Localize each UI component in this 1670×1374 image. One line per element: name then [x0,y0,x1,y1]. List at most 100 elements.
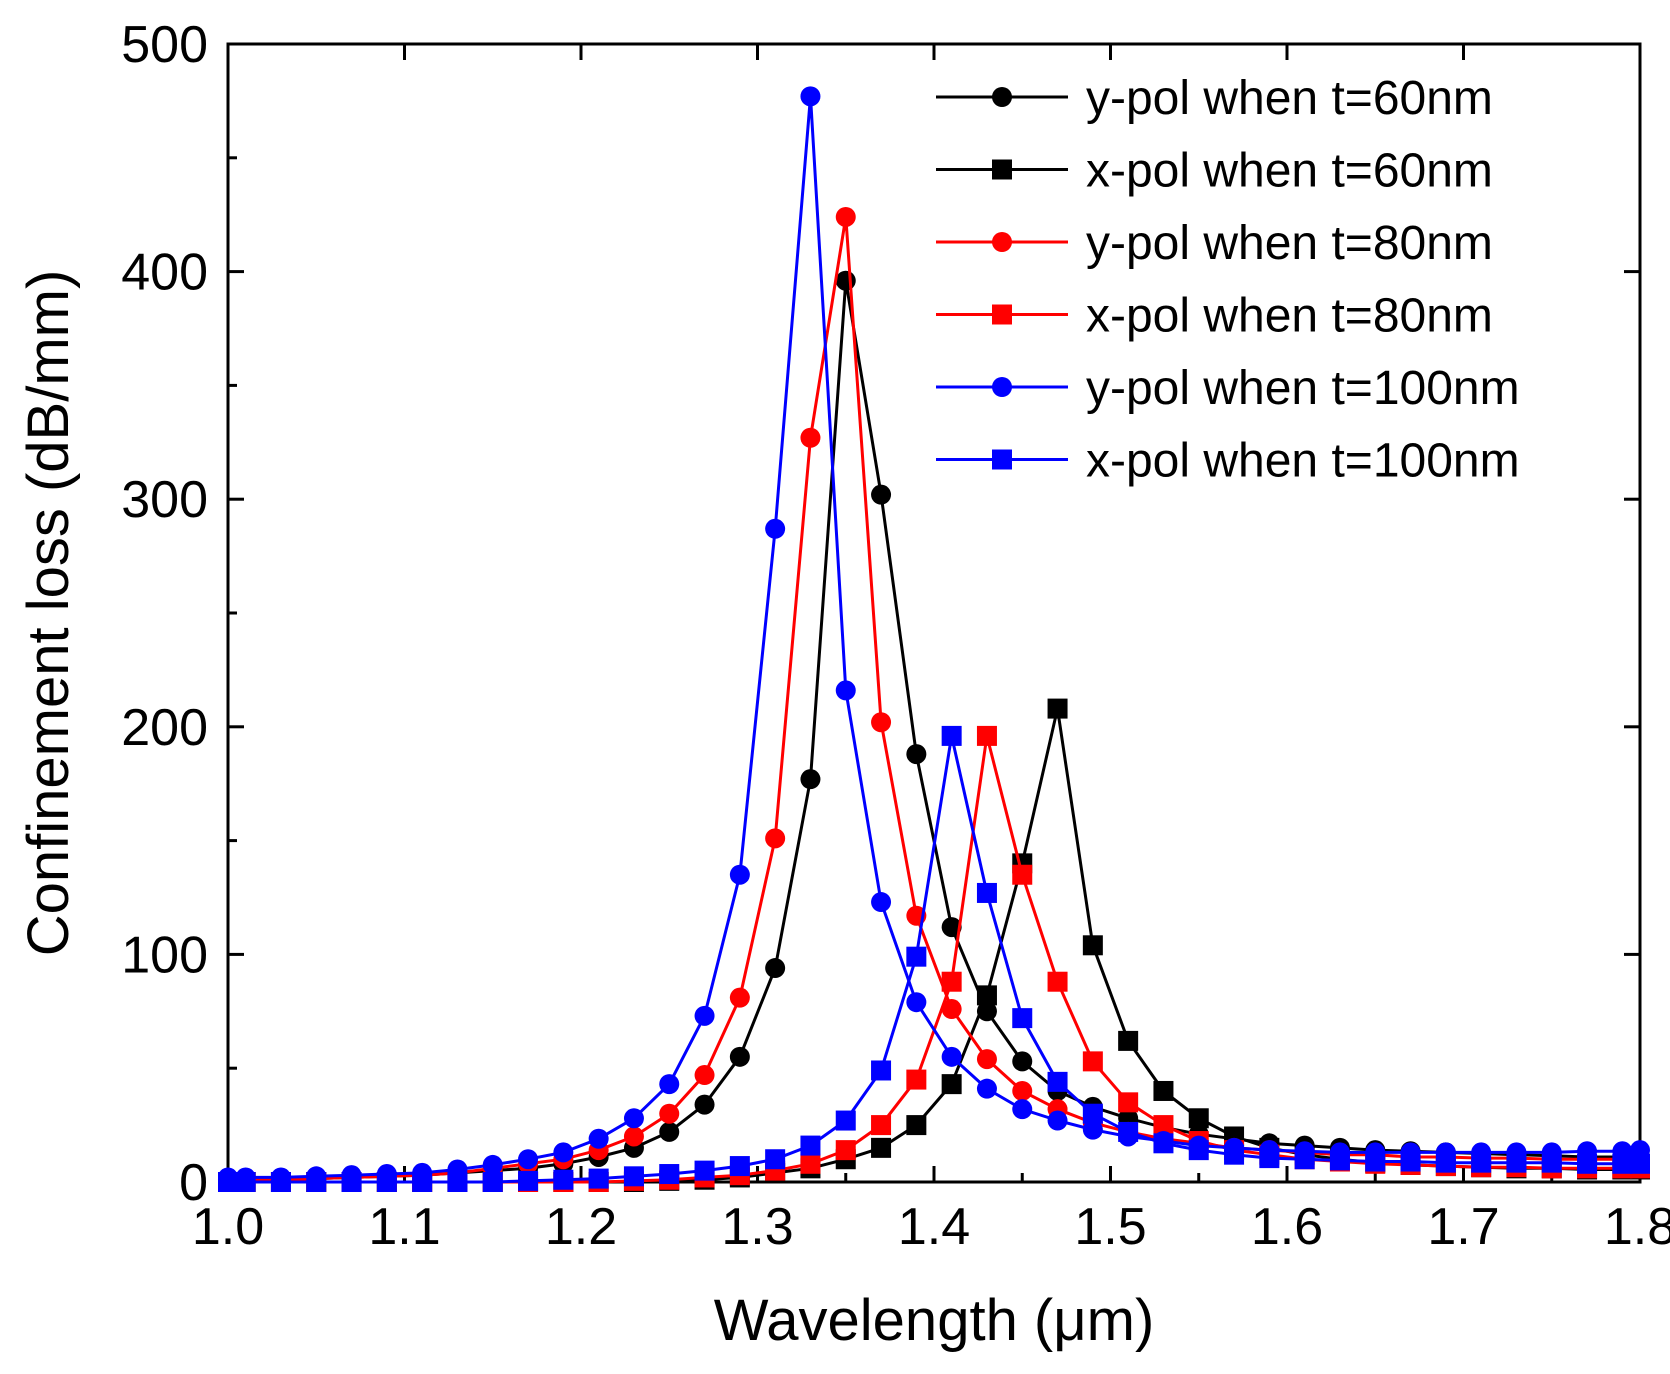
data-point [1224,1144,1245,1165]
data-point [553,1142,574,1163]
data-point [518,1170,539,1191]
data-point [729,1156,750,1177]
data-point [800,1153,821,1174]
data-point [659,1121,680,1142]
data-point [659,1103,680,1124]
data-point [1082,1119,1103,1140]
y-tick-label: 400 [121,244,208,302]
x-tick-label: 1.5 [1074,1198,1146,1256]
x-tick-label: 1.2 [545,1198,617,1256]
data-point [941,1046,962,1067]
legend-label: y-pol when t=80nm [1086,217,1493,270]
data-point [1082,1051,1103,1072]
data-point [1153,1115,1174,1136]
x-tick-label: 1.6 [1251,1198,1323,1256]
data-point [623,1108,644,1129]
data-point [1012,1051,1033,1072]
data-point [729,1046,750,1067]
legend-marker [992,377,1012,397]
data-point [1294,1149,1315,1170]
data-point [694,1065,715,1086]
legend-entry: x-pol when t=60nm [936,145,1493,198]
legend-marker [992,159,1012,180]
data-point [1612,1153,1633,1174]
data-point [906,744,927,765]
data-point [1329,1150,1350,1171]
data-point [800,427,821,448]
y-tick-label: 300 [121,471,208,529]
data-point [976,882,997,903]
series-6 [218,725,1650,1192]
data-point [1541,1152,1562,1173]
data-point [871,484,892,505]
data-point [871,892,892,913]
data-point [800,86,821,107]
data-point [482,1172,503,1192]
data-point [1630,1153,1650,1174]
x-tick-label: 1.3 [721,1198,793,1256]
data-point [659,1164,680,1185]
data-point [1188,1140,1209,1161]
data-point [1118,1121,1139,1142]
data-point [835,1140,856,1161]
data-point [800,1135,821,1156]
data-point [341,1172,362,1192]
data-point [941,917,962,938]
legend-marker [992,87,1012,107]
data-point [1118,1030,1139,1051]
data-point [906,992,927,1013]
data-point [694,1094,715,1115]
data-point [412,1172,433,1192]
data-point [906,1069,927,1090]
legend: y-pol when t=60nm x-pol when t=60nm y-pol … [936,72,1520,488]
data-point [623,1126,644,1147]
data-point [765,1149,786,1170]
data-point [1082,1103,1103,1124]
data-point [1012,1099,1033,1120]
x-axis-title: Wavelength (μm) [714,1288,1155,1353]
data-point [871,712,892,733]
data-point [218,1172,238,1192]
data-point [765,958,786,979]
legend-label: x-pol when t=100nm [1086,435,1520,488]
series-2 [218,698,1650,1192]
data-point [659,1074,680,1095]
data-point [835,680,856,701]
legend-label: y-pol when t=100nm [1086,362,1520,415]
data-point [1471,1152,1492,1173]
data-point [447,1172,468,1192]
data-point [729,987,750,1008]
x-tick-label: 1.7 [1427,1198,1499,1256]
y-tick-label: 0 [179,1154,208,1212]
data-point [1153,1133,1174,1154]
y-tick-label: 500 [121,16,208,74]
data-point [765,518,786,539]
data-point [376,1172,397,1192]
y-tick-label: 200 [121,699,208,757]
series-layer [218,86,1650,1192]
data-point [941,971,962,992]
x-tick-label: 1.4 [898,1198,970,1256]
data-point [1188,1108,1209,1129]
data-point [835,206,856,227]
data-point [588,1128,609,1149]
data-point [1506,1152,1527,1173]
data-point [871,1060,892,1081]
data-point [1047,971,1068,992]
legend-marker [992,449,1012,470]
data-point [1577,1153,1598,1174]
data-point [906,946,927,967]
series-3 [218,206,1650,1190]
data-point [518,1149,539,1170]
data-point [1012,864,1033,885]
data-point [906,1115,927,1136]
data-point [1435,1152,1456,1173]
x-tick-label: 1.1 [368,1198,440,1256]
data-point [871,1137,892,1158]
data-point [765,828,786,849]
data-point [235,1172,256,1192]
data-point [976,1078,997,1099]
data-point [941,725,962,746]
data-point [835,270,856,291]
data-point [1118,1092,1139,1113]
